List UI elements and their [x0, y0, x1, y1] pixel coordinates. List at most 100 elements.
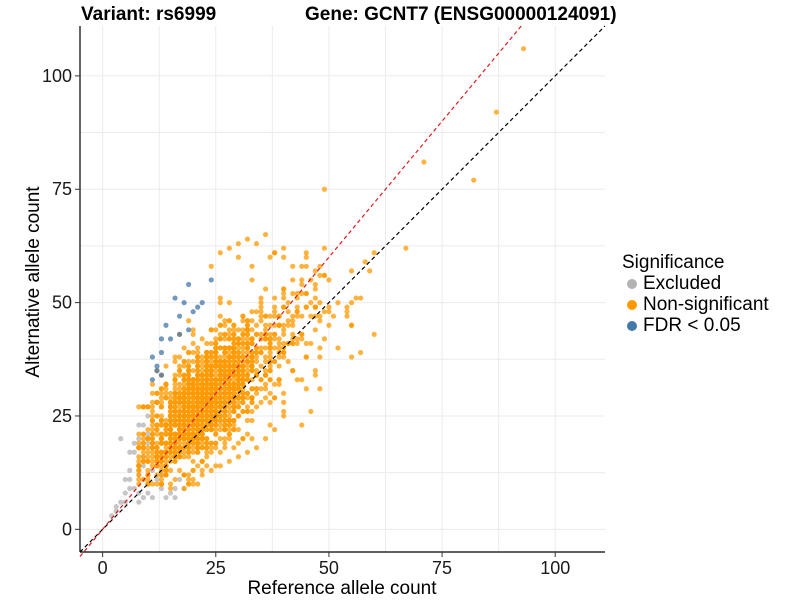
point-non-significant	[158, 422, 165, 428]
point-non-significant	[163, 454, 169, 460]
point-non-significant	[181, 431, 187, 437]
point-non-significant	[231, 386, 237, 392]
point-excluded	[145, 413, 151, 419]
point-non-significant	[163, 445, 169, 451]
point-non-significant	[226, 300, 232, 306]
point-fdr-0-05	[154, 368, 160, 374]
point-non-significant	[348, 354, 355, 360]
point-non-significant	[321, 272, 327, 278]
variant-title: Variant: rs6999	[81, 4, 217, 25]
point-non-significant	[226, 413, 232, 419]
data-points	[109, 46, 527, 519]
point-non-significant	[272, 358, 278, 365]
point-non-significant	[358, 349, 364, 356]
point-non-significant	[204, 395, 210, 401]
point-non-significant	[181, 372, 187, 378]
point-non-significant	[276, 313, 282, 319]
point-non-significant	[276, 340, 282, 347]
point-non-significant	[326, 277, 332, 283]
point-non-significant	[176, 368, 183, 374]
point-non-significant	[303, 290, 309, 297]
point-non-significant	[158, 449, 165, 455]
point-non-significant	[149, 413, 156, 419]
point-non-significant	[222, 354, 228, 360]
point-non-significant	[308, 340, 314, 347]
point-non-significant	[140, 431, 146, 437]
point-non-significant	[299, 281, 305, 288]
point-non-significant	[154, 449, 160, 455]
point-non-significant	[181, 422, 187, 428]
point-non-significant	[226, 417, 232, 424]
point-non-significant	[217, 358, 223, 365]
point-non-significant	[208, 358, 214, 365]
point-non-significant	[281, 327, 287, 333]
point-non-significant	[308, 408, 314, 415]
point-non-significant	[222, 322, 228, 328]
point-non-significant	[317, 345, 323, 351]
point-non-significant	[244, 363, 251, 369]
point-non-significant	[213, 349, 219, 356]
point-non-significant	[176, 422, 183, 428]
point-non-significant	[190, 426, 196, 433]
point-non-significant	[190, 327, 196, 333]
point-non-significant	[226, 422, 232, 428]
point-non-significant	[253, 358, 260, 365]
point-fdr-0-05	[154, 363, 160, 369]
point-non-significant	[176, 417, 183, 424]
point-non-significant	[217, 395, 223, 401]
point-non-significant	[231, 390, 237, 396]
point-non-significant	[190, 368, 196, 374]
point-non-significant	[167, 467, 174, 473]
point-non-significant	[217, 426, 223, 433]
point-non-significant	[244, 390, 251, 396]
point-non-significant	[317, 300, 323, 306]
point-fdr-0-05	[158, 372, 165, 378]
point-non-significant	[235, 426, 242, 433]
point-non-significant	[204, 399, 210, 405]
point-non-significant	[312, 281, 318, 288]
point-non-significant	[272, 295, 278, 301]
point-non-significant	[213, 440, 219, 446]
point-non-significant	[312, 286, 318, 292]
point-fdr-0-05	[181, 300, 187, 306]
point-non-significant	[217, 377, 223, 383]
point-non-significant	[294, 309, 300, 315]
point-non-significant	[226, 386, 232, 392]
point-non-significant	[213, 404, 219, 410]
point-non-significant	[262, 231, 269, 238]
point-non-significant	[176, 372, 183, 378]
point-non-significant	[186, 481, 192, 487]
point-non-significant	[172, 372, 178, 378]
point-non-significant	[217, 250, 223, 256]
point-non-significant	[226, 458, 232, 464]
point-non-significant	[267, 363, 273, 369]
point-non-significant	[199, 417, 205, 424]
point-excluded	[140, 463, 146, 469]
point-non-significant	[299, 277, 305, 283]
point-non-significant	[136, 467, 142, 473]
point-non-significant	[213, 354, 219, 360]
point-non-significant	[172, 377, 178, 383]
point-non-significant	[158, 413, 165, 419]
point-non-significant	[299, 336, 305, 342]
point-non-significant	[258, 318, 264, 324]
point-non-significant	[281, 390, 287, 396]
point-non-significant	[204, 408, 210, 415]
point-non-significant	[262, 436, 269, 442]
point-non-significant	[303, 263, 309, 269]
point-non-significant	[249, 436, 255, 442]
point-non-significant	[217, 331, 223, 337]
point-excluded	[122, 476, 128, 483]
point-non-significant	[262, 327, 269, 333]
point-non-significant	[181, 408, 187, 415]
point-non-significant	[272, 309, 278, 315]
point-non-significant	[217, 372, 223, 378]
point-non-significant	[176, 395, 183, 401]
point-non-significant	[249, 318, 255, 324]
point-non-significant	[226, 372, 232, 378]
point-non-significant	[267, 254, 273, 260]
point-non-significant	[294, 290, 300, 297]
point-non-significant	[258, 309, 264, 315]
point-non-significant	[217, 363, 223, 369]
point-non-significant	[290, 290, 296, 297]
